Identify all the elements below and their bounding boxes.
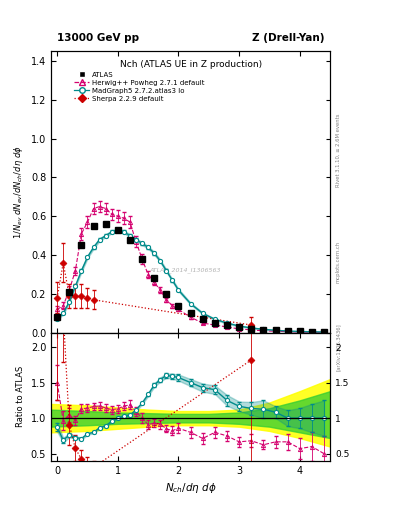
Text: mcplots.cern.ch: mcplots.cern.ch	[336, 241, 341, 284]
Text: Z (Drell-Yan): Z (Drell-Yan)	[252, 33, 325, 42]
Text: Nch (ATLAS UE in Z production): Nch (ATLAS UE in Z production)	[119, 60, 262, 69]
Text: Rivet 3.1.10, ≥ 2.6M events: Rivet 3.1.10, ≥ 2.6M events	[336, 113, 341, 186]
Y-axis label: $1/N_{ev}\ dN_{ev}/dN_{ch}/d\eta\ d\phi$: $1/N_{ev}\ dN_{ev}/dN_{ch}/d\eta\ d\phi$	[12, 145, 25, 239]
X-axis label: $N_{ch}/d\eta\ d\phi$: $N_{ch}/d\eta\ d\phi$	[165, 481, 217, 495]
Y-axis label: Ratio to ATLAS: Ratio to ATLAS	[16, 366, 25, 428]
Text: [arXiv:1306.3436]: [arXiv:1306.3436]	[336, 323, 341, 371]
Text: ATLAS_2014_I1306563: ATLAS_2014_I1306563	[149, 267, 221, 272]
Text: 13000 GeV pp: 13000 GeV pp	[57, 33, 139, 42]
Legend: ATLAS, Herwig++ Powheg 2.7.1 default, MadGraph5 2.7.2.atlas3 lo, Sherpa 2.2.9 de: ATLAS, Herwig++ Powheg 2.7.1 default, Ma…	[71, 69, 208, 104]
